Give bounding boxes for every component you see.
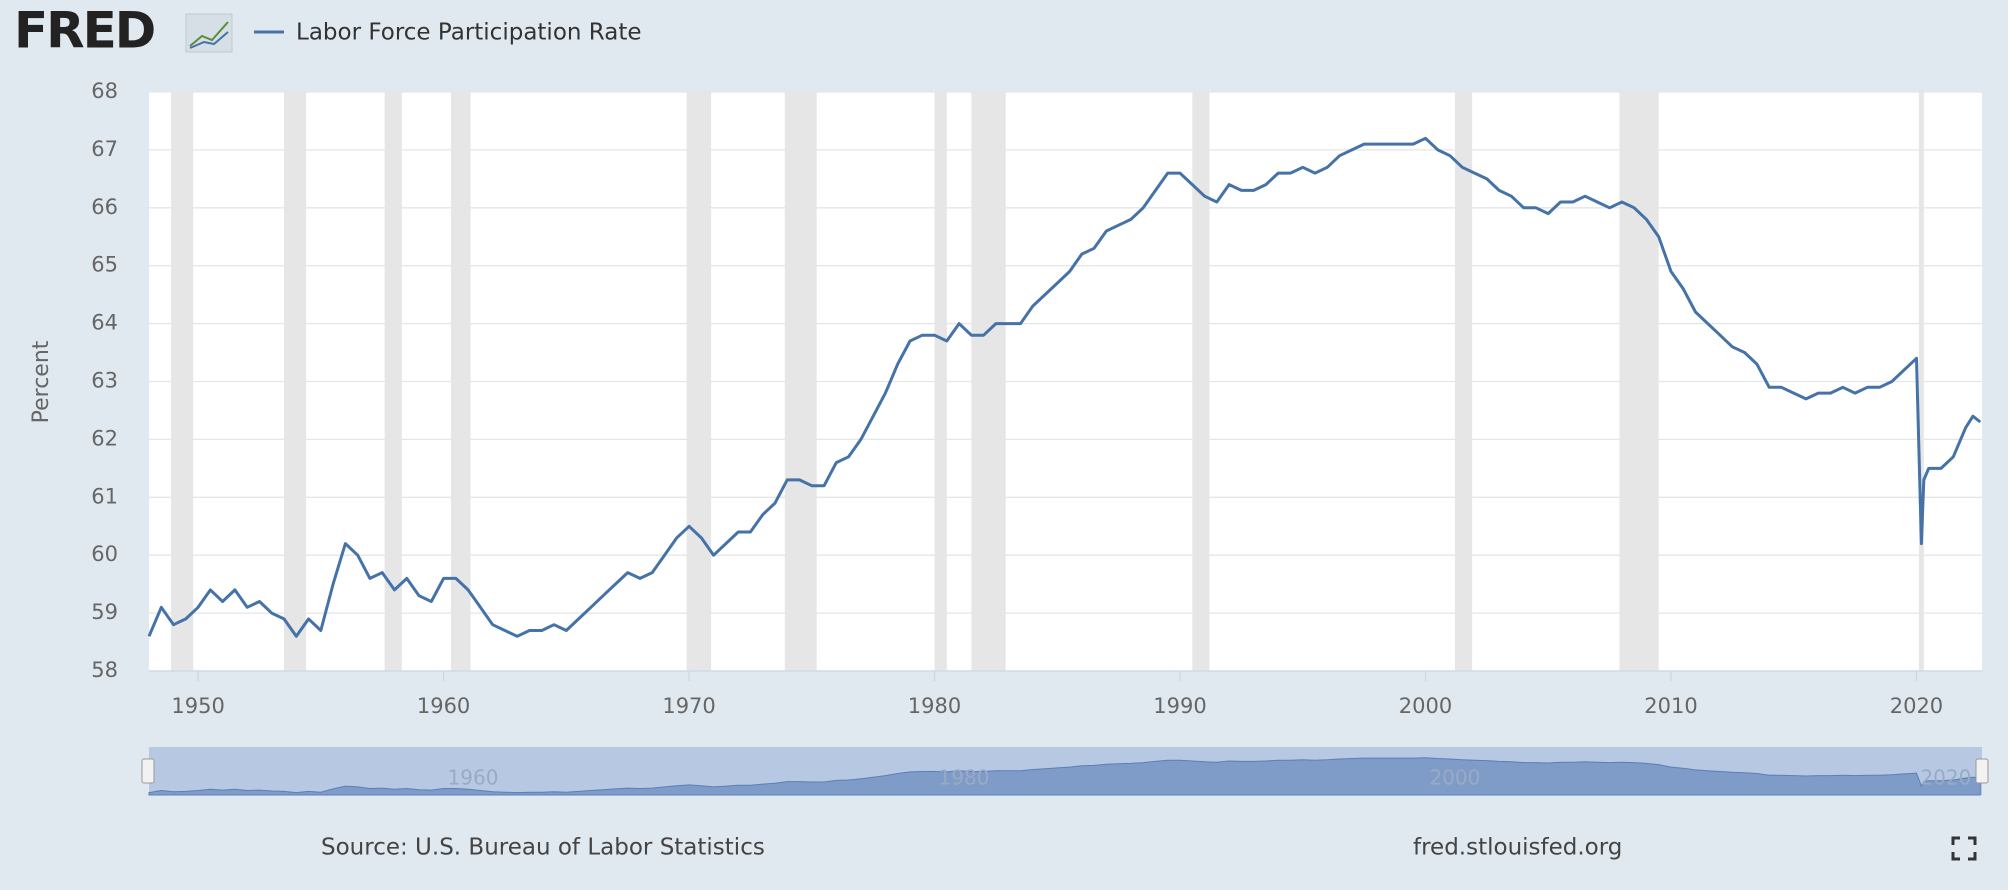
x-tick-label: 1970: [662, 694, 715, 718]
y-tick-label: 64: [91, 311, 118, 335]
x-tick-label: 2000: [1399, 694, 1452, 718]
navigator-handle-right[interactable]: [1975, 758, 1989, 784]
y-tick-label: 60: [91, 542, 118, 566]
y-tick-label: 68: [91, 79, 118, 103]
y-tick-label: 65: [91, 253, 118, 277]
x-tick-label: 1960: [417, 694, 470, 718]
navigator-tick-label: 2000: [1429, 766, 1480, 790]
y-tick-label: 61: [91, 484, 118, 508]
x-tick-label: 1990: [1153, 694, 1206, 718]
y-tick-label: 62: [91, 426, 118, 450]
navigator-handle-left[interactable]: [141, 758, 155, 784]
y-tick-label: 67: [91, 137, 118, 161]
y-tick-label: 66: [91, 195, 118, 219]
source: Source: U.S. Bureau of Labor Statistics: [321, 835, 765, 861]
x-tick-label: 2020: [1890, 694, 1943, 718]
navigator-tick-label: 1960: [448, 766, 499, 790]
y-tick-label: 63: [91, 369, 118, 393]
legend-label[interactable]: Labor Force Participation Rate: [296, 20, 642, 46]
fullscreen-button[interactable]: [1951, 836, 1977, 861]
navigator-tick-label: 1980: [939, 766, 990, 790]
x-tick-label: 2010: [1644, 694, 1697, 718]
x-tick-label: 1980: [908, 694, 961, 718]
source-link[interactable]: fred.stlouisfed.org: [1413, 835, 1622, 861]
y-tick-label: 58: [91, 658, 118, 682]
y-axis-title: Percent: [29, 340, 54, 423]
navigator-tick-label: 2020: [1920, 766, 1971, 790]
fred-logo: FRED: [14, 2, 154, 60]
y-tick-label: 59: [91, 600, 118, 624]
x-tick-label: 1950: [171, 694, 224, 718]
logo-icon: [185, 13, 233, 53]
series-line: [147, 136, 1982, 638]
navigator-area: [148, 757, 1981, 796]
